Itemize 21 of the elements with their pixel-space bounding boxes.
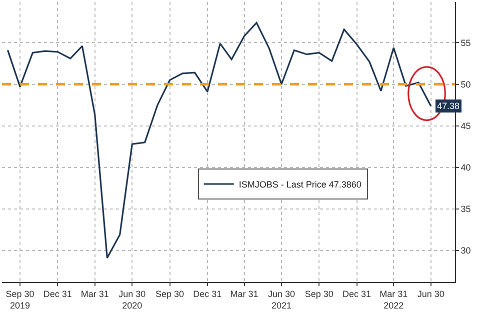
x-tick-label: Mar 31 [230,288,258,299]
y-tick-label: 40 [460,162,471,172]
y-tick-label: 50 [460,79,471,90]
legend-label: ISMJOBS - Last Price 47.3860 [238,180,362,190]
line-series [6,22,432,259]
y-tick-label: 35 [460,204,471,214]
x-tick-label: Sep 30 [156,288,184,299]
x-tick-label: Dec 31 [193,288,222,299]
data-label: 47.38 [437,101,460,111]
x-tick-label: Mar 31 [80,288,109,299]
y-tick-label: 45 [460,120,471,131]
x-tick-label: Jun 30 [417,288,444,299]
x-tick-label: Sep 30 [304,288,334,299]
x-tick-label: Dec 31 [43,288,72,299]
y-tick-label: 30 [460,246,471,256]
x-tick-label: Mar 31 2022 [380,288,408,310]
x-tick-label: Sep 30 2019 [6,288,34,310]
x-tick-label: Dec 31 [342,288,372,299]
x-tick-label: Jun 30 2020 [118,288,146,310]
y-tick-label: 55 [460,38,471,48]
x-tick-label: Jun 30 2021 [268,288,296,310]
